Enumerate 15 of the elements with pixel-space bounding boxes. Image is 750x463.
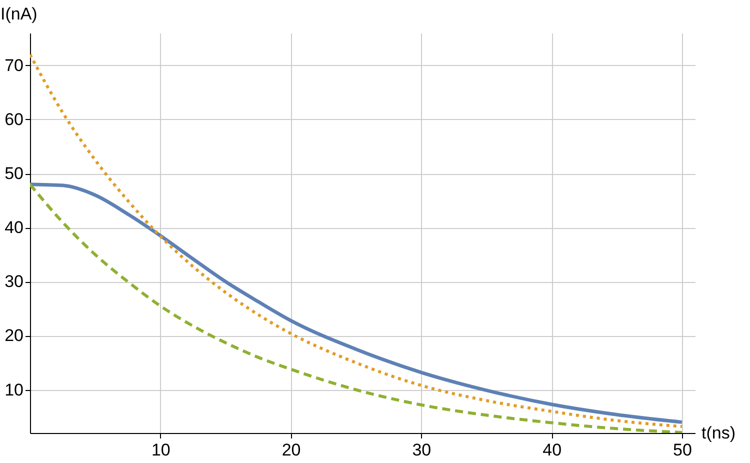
y-axis-title: I(nA) xyxy=(0,4,38,24)
y-tick-label: 60 xyxy=(4,110,24,129)
y-tick-label: 10 xyxy=(4,380,24,400)
x-axis-title: t(ns) xyxy=(702,424,736,442)
x-tick-label: 30 xyxy=(412,440,432,460)
y-tick-label: 50 xyxy=(4,164,24,184)
x-tick-label: 20 xyxy=(282,440,301,460)
y-tick-label: 30 xyxy=(4,272,24,292)
x-tick-label: 10 xyxy=(151,440,170,460)
y-tick-label: 70 xyxy=(4,56,24,75)
x-tick-label: 40 xyxy=(542,440,562,460)
line-series xyxy=(30,53,684,428)
x-tick-label: 50 xyxy=(673,440,692,460)
y-tick-label: 40 xyxy=(4,218,24,238)
y-tick-label: 20 xyxy=(4,326,24,346)
